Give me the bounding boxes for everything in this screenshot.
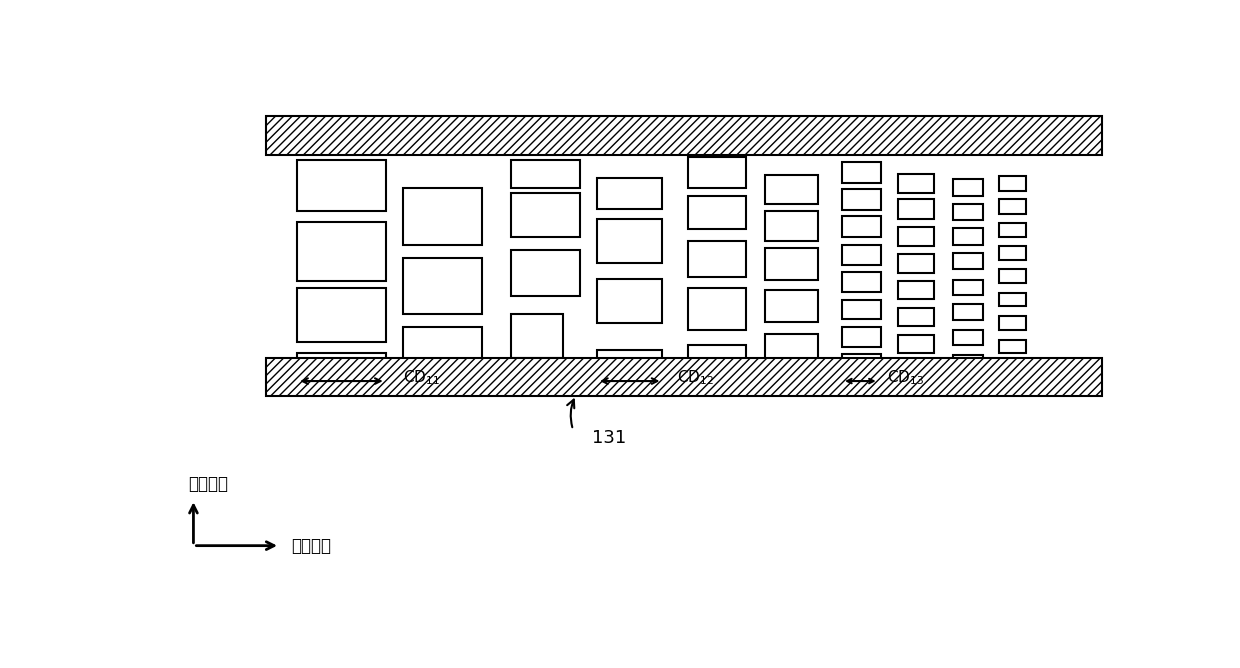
Bar [998,176,1025,191]
Bar [842,162,880,183]
Bar [998,316,1025,329]
Text: 第一横向: 第一横向 [291,536,331,554]
Bar [596,350,662,383]
Bar [688,345,746,383]
Bar [952,305,983,320]
Bar [952,280,983,295]
Bar [688,289,746,329]
Bar [298,289,386,343]
Bar [403,327,481,379]
Bar [998,361,1025,374]
Bar [998,200,1025,214]
Bar [998,269,1025,283]
Bar [511,193,580,237]
Bar [952,180,983,196]
Bar [898,200,935,219]
Bar [998,340,1025,353]
Bar [952,329,983,345]
Bar [403,258,481,314]
Bar [765,334,818,365]
Bar [842,189,880,210]
Bar [898,174,935,193]
Text: 第二横向: 第二横向 [188,475,228,493]
Bar [765,211,818,240]
Bar [898,308,935,326]
Bar [842,327,880,347]
Bar [298,353,386,395]
Bar [842,354,880,373]
Bar [765,175,818,204]
Bar [298,222,386,281]
Bar [898,227,935,246]
Bar [688,157,746,188]
Bar [898,361,935,379]
Bar [998,246,1025,261]
Bar [265,116,1101,155]
Bar [511,250,580,296]
Bar [403,188,481,244]
Bar [842,216,880,237]
Text: CD$_{13}$: CD$_{13}$ [888,368,925,387]
Bar [842,271,880,292]
Bar [952,355,983,369]
Bar [596,279,662,323]
Bar [265,358,1101,397]
Bar [765,248,818,280]
Bar [511,314,563,358]
Text: 131: 131 [593,429,626,447]
Bar [842,300,880,319]
Bar [842,244,880,265]
Bar [511,160,580,188]
Bar [898,254,935,273]
Bar [898,281,935,299]
Bar [898,335,935,353]
Bar [596,219,662,263]
Text: CD$_{11}$: CD$_{11}$ [403,368,440,387]
Bar [998,293,1025,307]
Bar [688,240,746,277]
Bar [952,253,983,269]
Bar [298,160,386,211]
Bar [998,222,1025,237]
Bar [596,178,662,208]
Bar [688,196,746,229]
Bar [952,228,983,244]
Text: CD$_{12}$: CD$_{12}$ [677,368,714,387]
Bar [765,290,818,322]
Bar [952,204,983,220]
